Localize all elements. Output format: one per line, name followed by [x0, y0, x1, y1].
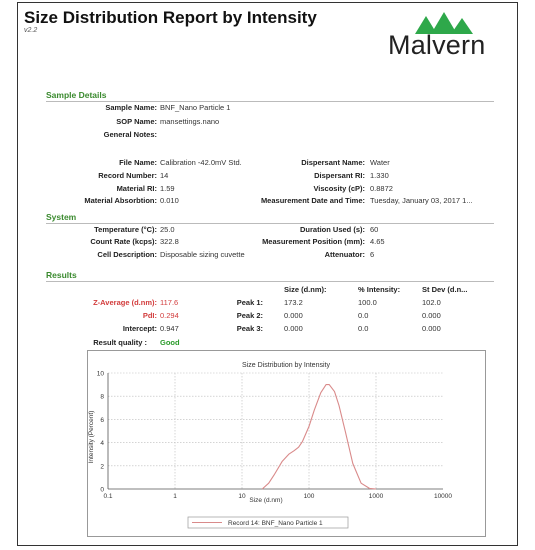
material-ri-value: 1.59: [160, 184, 175, 193]
temperature-value: 25.0: [160, 225, 175, 234]
sample-name-label: Sample Name:: [105, 103, 157, 112]
dispersant-ri-label: Dispersant RI:: [314, 171, 365, 180]
col-intensity-header: % Intensity:: [358, 285, 401, 294]
pdi-label: PdI:: [142, 311, 157, 320]
chart-x-tick-label: 10: [238, 493, 246, 500]
section-system: System: [46, 212, 77, 222]
chart-x-tick-label: 10000: [434, 493, 452, 500]
chart-legend-box: [187, 516, 349, 529]
viscosity-value: 0.8872: [370, 184, 393, 193]
pdi-value: 0.294: [160, 311, 179, 320]
peak-3-stdev: 0.000: [422, 324, 441, 333]
cell-description-label: Cell Description:: [97, 250, 157, 259]
size-distribution-chart: Size Distribution by Intensity Intensity…: [87, 350, 486, 537]
peak-1-size: 173.2: [284, 298, 303, 307]
dispersant-ri-value: 1.330: [370, 171, 389, 180]
attenuator-value: 6: [370, 250, 375, 259]
peak-1-stdev: 102.0: [422, 298, 441, 307]
chart-title: Size Distribution by Intensity: [242, 362, 330, 369]
record-number-value: 14: [160, 171, 169, 180]
chart-y-axis-label: Intensity (Percent): [88, 411, 95, 464]
divider: [46, 101, 494, 102]
file-name-label: File Name:: [119, 158, 157, 167]
z-average-label: Z-Average (d.nm):: [93, 298, 157, 307]
peak-3-size: 0.000: [284, 324, 303, 333]
brand-name: Malvern: [388, 30, 486, 60]
divider: [46, 223, 494, 224]
sop-name-value: mansettings.nano: [160, 117, 220, 126]
count-rate-label: Count Rate (kcps):: [90, 237, 157, 246]
chart-x-axis-label: Size (d.nm): [249, 497, 282, 504]
peak-2-size: 0.000: [284, 311, 303, 320]
malvern-logo-icon: [415, 12, 473, 34]
peak-1-intensity: 100.0: [358, 298, 377, 307]
chart-x-tick-label: 100: [304, 493, 315, 500]
measurement-date-value: Tuesday, January 03, 2017 1...: [370, 196, 473, 205]
dispersant-name-label: Dispersant Name:: [301, 158, 365, 167]
col-size-header: Size (d.nm):: [284, 285, 327, 294]
intercept-value: 0.947: [160, 324, 179, 333]
material-absorbtion-value: 0.010: [160, 196, 179, 205]
peak-3-intensity: 0.0: [358, 324, 369, 333]
count-rate-value: 322.8: [160, 237, 179, 246]
duration-value: 60: [370, 225, 379, 234]
material-absorbtion-label: Material Absorbtion:: [84, 196, 157, 205]
measurement-date-label: Measurement Date and Time:: [260, 196, 365, 205]
attenuator-label: Attenuator:: [324, 250, 365, 259]
intercept-label: Intercept:: [122, 324, 157, 333]
sop-name-label: SOP Name:: [116, 117, 157, 126]
peak-3-label: Peak 3:: [236, 324, 263, 333]
chart-y-tick-label: 0: [100, 487, 104, 494]
report-title: Size Distribution Report by Intensity: [24, 8, 317, 27]
chart-y-tick-label: 4: [100, 440, 104, 447]
chart-x-tick-label: 0.1: [103, 493, 112, 500]
chart-series-line: [261, 384, 377, 490]
peak-1-label: Peak 1:: [236, 298, 263, 307]
chart-y-tick-label: 2: [100, 463, 104, 470]
temperature-label: Temperature (°C):: [94, 225, 157, 234]
chart-x-tick-label: 1: [173, 493, 177, 500]
result-quality-label: Result quality :: [93, 338, 147, 347]
divider: [46, 281, 494, 282]
peak-2-stdev: 0.000: [422, 311, 441, 320]
chart-canvas: Size Distribution by Intensity Intensity…: [88, 362, 452, 529]
col-stdev-header: St Dev (d.n...: [422, 285, 468, 294]
dispersant-name-value: Water: [370, 158, 390, 167]
duration-label: Duration Used (s):: [299, 225, 365, 234]
chart-y-tick-label: 10: [97, 371, 105, 378]
section-results: Results: [46, 270, 77, 280]
result-quality-value: Good: [160, 338, 180, 347]
peak-2-intensity: 0.0: [358, 311, 369, 320]
material-ri-label: Material RI:: [116, 184, 157, 193]
report-version: v2.2: [24, 27, 38, 34]
chart-y-tick-label: 8: [100, 394, 104, 401]
general-notes-label: General Notes:: [103, 130, 157, 139]
sample-name-value: BNF_Nano Particle 1: [160, 103, 231, 112]
measurement-position-value: 4.65: [370, 237, 385, 246]
file-name-value: Calibration -42.0mV Std.: [160, 158, 242, 167]
viscosity-label: Viscosity (cP):: [313, 184, 365, 193]
cell-description-value: Disposable sizing cuvette: [160, 250, 245, 259]
record-number-label: Record Number:: [98, 171, 157, 180]
measurement-position-label: Measurement Position (mm):: [262, 237, 365, 246]
section-sample-details: Sample Details: [46, 90, 107, 100]
chart-legend-label: Record 14: BNF_Nano Particle 1: [228, 520, 323, 527]
chart-x-tick-label: 1000: [369, 493, 384, 500]
z-average-value: 117.6: [160, 298, 179, 307]
peak-2-label: Peak 2:: [236, 311, 263, 320]
chart-y-tick-label: 6: [100, 417, 104, 424]
